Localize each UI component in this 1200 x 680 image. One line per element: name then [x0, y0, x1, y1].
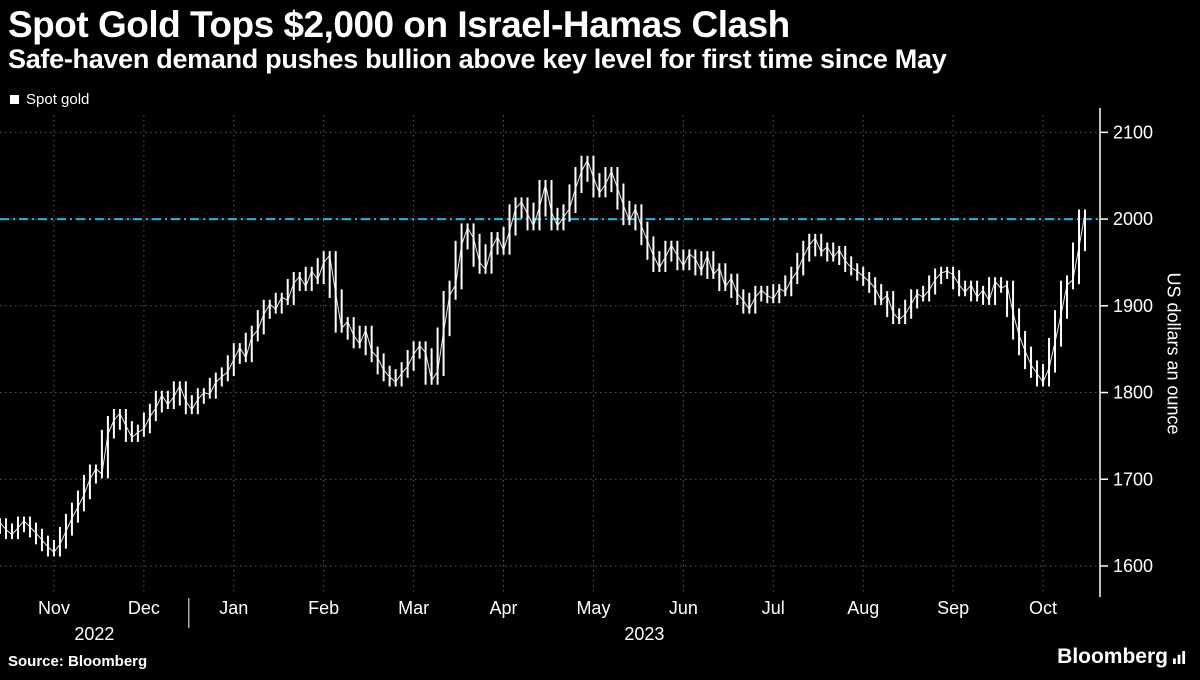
h-gridlines: [0, 131, 1100, 567]
price-line: [0, 158, 1086, 553]
v-gridlines: [53, 115, 1044, 592]
chart-title: Spot Gold Tops $2,000 on Israel-Hamas Cl…: [8, 4, 790, 45]
legend-label: Spot gold: [26, 91, 90, 108]
x-tick-label: Jan: [219, 598, 248, 618]
x-axis-labels: Nov Dec Jan Feb Mar Apr May Jun Jul Aug Sep Oct: [38, 598, 1057, 618]
bloomberg-logo-text: Bloomberg: [1057, 645, 1168, 668]
x-tick-label: May: [576, 598, 610, 618]
x-tick-label: Dec: [128, 598, 160, 618]
y-axis-title: US dollars an ounce: [1163, 271, 1184, 435]
y-tick-label: 1800: [1113, 383, 1153, 403]
price-bars: [0, 155, 1086, 557]
legend-swatch-icon: [10, 95, 19, 104]
x-tick-label: Aug: [847, 598, 879, 618]
x-tick-label: Sep: [937, 598, 969, 618]
y-tick-label: 1600: [1113, 556, 1153, 576]
x-tick-label: Feb: [308, 598, 339, 618]
price-chart: 1600 1700 1800 1900 2000 2100 Nov Dec Jan Feb Mar A…: [0, 100, 1200, 675]
year-label: 2022: [74, 624, 114, 644]
y-tick-label: 1700: [1113, 469, 1153, 489]
x-tick-label: Jun: [669, 598, 698, 618]
chart-subtitle: Safe-haven demand pushes bullion above k…: [8, 44, 947, 74]
source-attribution: Source: Bloomberg: [8, 653, 148, 670]
x-tick-label: Jul: [762, 598, 785, 618]
y-axis-title-wrap: US dollars an ounce: [1150, 114, 1196, 592]
y-tick-label: 1900: [1113, 296, 1153, 316]
x-tick-label: Oct: [1029, 598, 1057, 618]
y-tick-label: 2000: [1113, 209, 1153, 229]
price-chart-canvas: 1600 1700 1800 1900 2000 2100 Nov Dec Jan Feb Mar A…: [0, 108, 1153, 644]
bloomberg-logo: Bloomberg: [1057, 645, 1186, 669]
x-tick-label: Nov: [38, 598, 70, 618]
y-axis-ticks: 1600 1700 1800 1900 2000 2100: [1100, 122, 1153, 576]
y-tick-label: 2100: [1113, 122, 1153, 142]
x-tick-label: Apr: [490, 598, 518, 618]
bloomberg-logo-bars-icon: [1173, 650, 1186, 664]
year-label: 2023: [624, 624, 664, 644]
legend: Spot gold: [10, 91, 89, 108]
x-tick-label: Mar: [398, 598, 429, 618]
